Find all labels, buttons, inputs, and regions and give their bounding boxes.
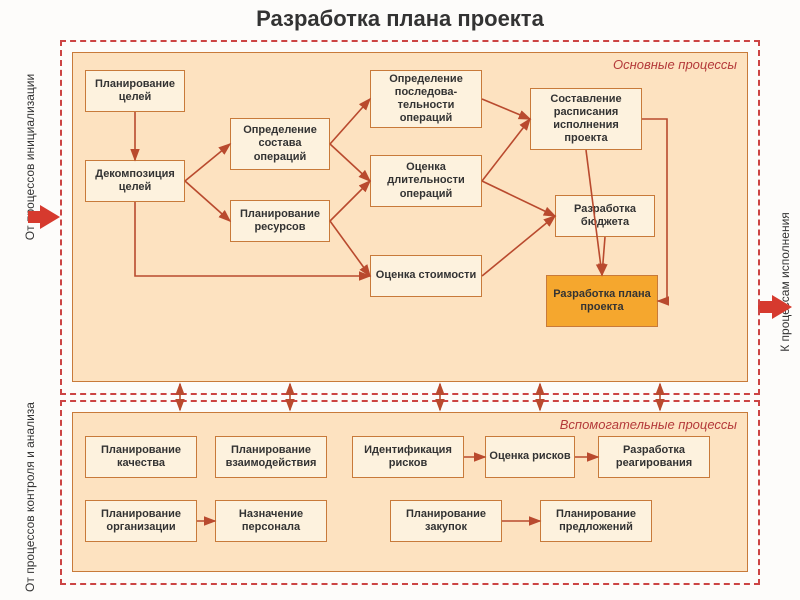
node-a_org: Планирование организации — [85, 500, 197, 542]
node-a_riskev: Оценка рисков — [485, 436, 575, 478]
arrow-in-icon — [40, 205, 60, 229]
node-n_res: Планирование ресурсов — [230, 200, 330, 242]
node-a_comm: Планирование взаимодействия — [215, 436, 327, 478]
node-n_plan: Разработка плана проекта — [546, 275, 658, 327]
left-label-bottom: От процессов контроля и анализа — [23, 402, 37, 592]
node-a_riskid: Идентификация рисков — [352, 436, 464, 478]
section-main-label: Основные процессы — [613, 57, 737, 72]
node-a_quality: Планирование качества — [85, 436, 197, 478]
node-n_dur: Оценка длительности операций — [370, 155, 482, 207]
page-title: Разработка плана проекта — [0, 0, 800, 34]
arrow-in-tail — [28, 211, 42, 223]
node-n_goals: Планирование целей — [85, 70, 185, 112]
node-a_proc: Планирование закупок — [390, 500, 502, 542]
node-n_sched: Составление расписания исполнения проект… — [530, 88, 642, 150]
diagram-canvas: Основные процессы Вспомогательные процес… — [60, 40, 760, 585]
node-n_decomp: Декомпозиция целей — [85, 160, 185, 202]
node-n_cost: Оценка стоимости — [370, 255, 482, 297]
arrow-out-icon — [772, 295, 792, 319]
node-n_ops: Определение состава операций — [230, 118, 330, 170]
right-label: К процессам исполнения — [778, 192, 792, 372]
node-a_resp: Разработка реагирования — [598, 436, 710, 478]
section-aux-label: Вспомогательные процессы — [560, 417, 737, 432]
node-n_seq: Определение последова- тельности операци… — [370, 70, 482, 128]
arrow-out-tail — [758, 301, 774, 313]
node-a_offer: Планирование предложений — [540, 500, 652, 542]
node-a_staff: Назначение персонала — [215, 500, 327, 542]
node-n_budget: Разработка бюджета — [555, 195, 655, 237]
